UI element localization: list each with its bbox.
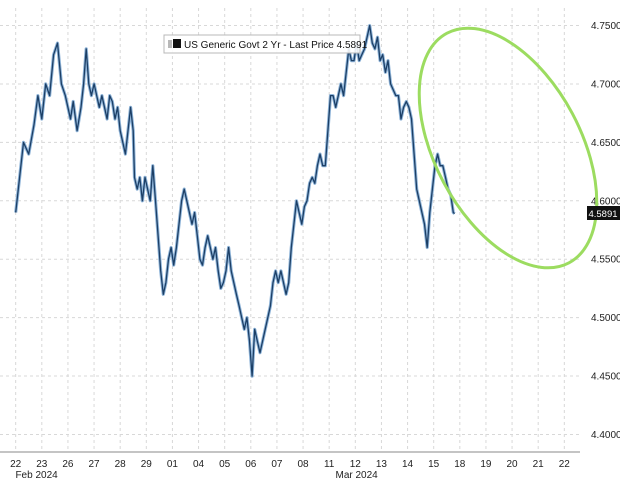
- x-tick-label: 26: [62, 459, 74, 470]
- legend-label: US Generic Govt 2 Yr - Last Price 4.5891: [184, 40, 368, 51]
- x-tick-label: 14: [402, 459, 414, 470]
- last-price-box: 4.5891: [587, 206, 620, 220]
- x-tick-label: 22: [559, 459, 571, 470]
- x-tick-label: 07: [271, 459, 283, 470]
- month-label: Mar 2024: [335, 470, 378, 479]
- x-tick-label: 20: [507, 459, 519, 470]
- x-tick-label: 18: [454, 459, 466, 470]
- highlight-ellipse: [417, 26, 599, 270]
- y-axis: 4.4000 4.4500 4.5000 4.5500 4.6000 4.6500 4.70…: [591, 21, 620, 441]
- x-tick-label: 06: [245, 459, 257, 470]
- x-tick-label: 11: [324, 459, 335, 470]
- x-tick-label: 21: [533, 459, 545, 470]
- y-tick-label: 4.6000: [591, 196, 620, 207]
- y-tick-label: 4.4000: [591, 430, 620, 441]
- x-tick-label: 05: [219, 459, 231, 470]
- legend-swatch-light: [168, 40, 172, 48]
- x-tick-label: 08: [298, 459, 310, 470]
- x-tick-label: 23: [36, 459, 48, 470]
- x-tick-label: 04: [193, 459, 205, 470]
- x-tick-label: 27: [88, 459, 100, 470]
- y-tick-label: 4.5000: [591, 313, 620, 324]
- legend: US Generic Govt 2 Yr - Last Price 4.5891: [163, 34, 368, 54]
- x-tick-label: 13: [376, 459, 388, 470]
- price-line: [15, 24, 456, 377]
- y-tick-label: 4.7500: [591, 21, 620, 32]
- x-tick-label: 22: [10, 459, 22, 470]
- y-tick-label: 4.5500: [591, 255, 620, 266]
- x-tick-label: 01: [167, 459, 179, 470]
- last-price-label: 4.5891: [588, 209, 617, 220]
- grid-layer: [0, 8, 580, 452]
- y-tick-label: 4.6500: [591, 138, 620, 149]
- x-axis: 22 23 26 27 28 29 01 04 05 06 07 08 11 12 13 14 15 18 19 20…: [0, 451, 580, 481]
- y-tick-label: 4.4500: [591, 372, 620, 383]
- x-tick-label: 15: [428, 459, 440, 470]
- price-line-layer: [14, 23, 456, 378]
- month-label: Feb 2024: [15, 470, 58, 479]
- legend-swatch-dark: [173, 39, 181, 48]
- x-tick-label: 12: [350, 459, 362, 470]
- x-tick-label: 28: [115, 459, 127, 470]
- x-tick-label: 29: [141, 459, 153, 470]
- x-tick-label: 19: [480, 459, 492, 470]
- y-tick-label: 4.7000: [591, 79, 620, 90]
